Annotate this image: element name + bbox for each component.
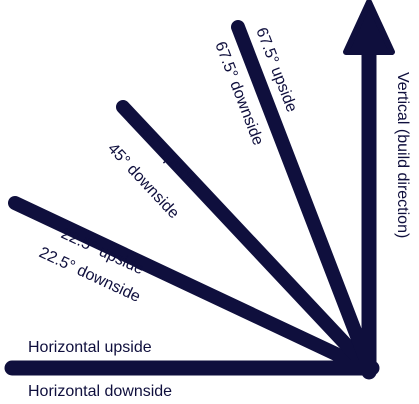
line-22-5-degree xyxy=(8,196,377,377)
line-45-degree xyxy=(116,100,377,377)
label-vertical: Vertical (build direction) xyxy=(394,72,411,238)
vertical-arrowhead xyxy=(343,0,395,55)
label-horizontal-upside: Horizontal upside xyxy=(28,339,152,356)
line-67-5-degree xyxy=(231,20,377,377)
label-horizontal-downside: Horizontal downside xyxy=(28,383,172,400)
